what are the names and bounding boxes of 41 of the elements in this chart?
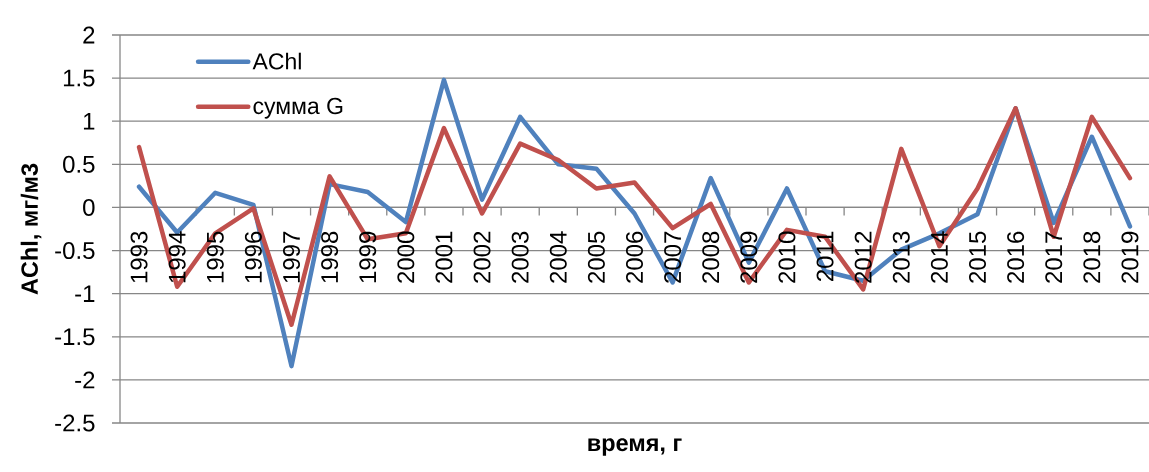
y-tick-label: 0.5: [63, 155, 95, 173]
legend-label: AChl: [252, 52, 301, 70]
y-tick-label: 2: [83, 26, 95, 44]
x-tick-label: 2013: [892, 231, 910, 283]
x-tick-label: 1993: [130, 231, 148, 283]
y-tick-label: 1.5: [63, 69, 95, 87]
x-tick-label: 1995: [206, 231, 224, 283]
x-tick-label: 2010: [778, 231, 796, 283]
x-tick-label: 1996: [244, 231, 262, 283]
x-tick-label: 2016: [1007, 231, 1025, 283]
x-tick-label: 2000: [397, 231, 415, 283]
x-tick-label: 2002: [473, 231, 491, 283]
y-tick-label: -1.5: [55, 328, 95, 346]
y-tick-label: -1: [75, 285, 95, 302]
x-tick-label: 2014: [930, 231, 948, 283]
x-tick-label: 2009: [740, 231, 758, 283]
x-tick-label: 1997: [283, 231, 300, 283]
x-tick-label: 1994: [168, 231, 186, 283]
legend-label: сумма G: [253, 97, 343, 119]
x-tick-label: 1998: [321, 231, 339, 283]
x-tick-label: 2017: [1045, 231, 1063, 283]
x-tick-label: 2011: [816, 231, 834, 282]
x-tick-label: 2001: [435, 231, 453, 283]
y-tick-label: -2.5: [55, 414, 95, 432]
x-tick-label: 2015: [969, 231, 986, 283]
y-tick-label: -2: [75, 371, 95, 389]
x-tick-label: 2003: [511, 231, 529, 283]
x-tick-label: 2018: [1083, 231, 1101, 283]
y-tick-label: 0: [83, 198, 95, 216]
x-tick-label: 2019: [1121, 231, 1139, 283]
x-tick-label: 2004: [549, 231, 567, 283]
y-tick-label: 1: [83, 112, 95, 130]
y-tick-label: -0.5: [55, 242, 95, 260]
x-tick-label: 2006: [626, 231, 643, 283]
x-tick-label: 2012: [854, 231, 872, 283]
x-tick-label: 2005: [587, 231, 605, 283]
x-tick-label: 2008: [702, 231, 720, 283]
x-axis-title: время, г: [588, 438, 682, 456]
x-tick-label: 1999: [359, 231, 377, 283]
y-axis-title: AChl, мг/м3: [20, 163, 42, 295]
x-tick-label: 2007: [664, 231, 682, 283]
